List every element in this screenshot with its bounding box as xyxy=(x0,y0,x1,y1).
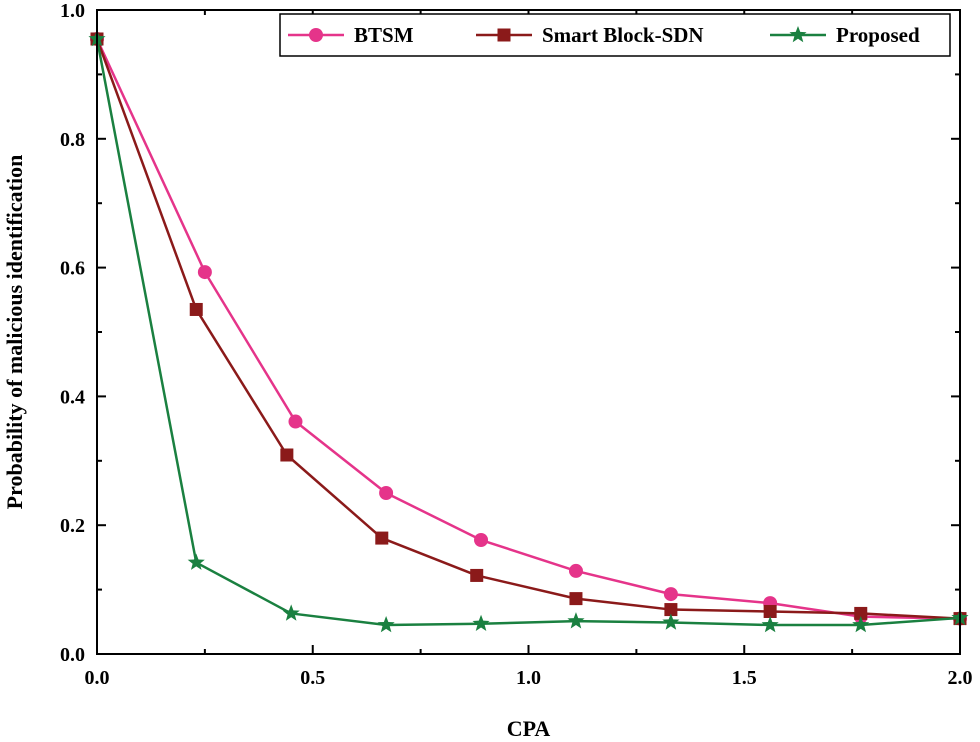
series-line-circle xyxy=(95,38,961,620)
x-tick-label: 1.5 xyxy=(732,667,757,689)
legend-marker-circle xyxy=(309,28,323,42)
y-tick-label: 0.4 xyxy=(60,386,85,408)
data-point-square xyxy=(470,568,484,582)
legend: BTSM Smart Block-SDN Proposed xyxy=(279,13,951,57)
y-tick-label: 0.8 xyxy=(60,129,85,151)
data-point-circle xyxy=(663,587,678,602)
y-tick-label: 0.2 xyxy=(60,515,85,537)
data-point-star xyxy=(852,616,870,633)
y-axis-title: Probability of malicious identification xyxy=(2,155,27,510)
x-tick-label: 2.0 xyxy=(948,667,973,689)
data-point-circle xyxy=(474,533,489,548)
legend-label-square: Smart Block-SDN xyxy=(542,23,704,47)
x-axis-title: CPA xyxy=(507,716,551,741)
data-point-square xyxy=(569,592,583,606)
y-tick-label: 0.0 xyxy=(60,644,85,666)
legend-marker-square xyxy=(497,28,511,42)
x-tick-label: 0.0 xyxy=(85,667,110,689)
legend-box xyxy=(279,13,951,57)
series-line-square xyxy=(95,38,961,620)
legend-label-star: Proposed xyxy=(836,23,920,47)
data-point-square xyxy=(854,606,868,620)
data-point-square xyxy=(375,531,389,545)
data-point-circle xyxy=(197,265,212,280)
legend-marker-star xyxy=(789,26,807,43)
y-tick-label: 0.6 xyxy=(60,258,85,280)
data-point-star xyxy=(282,604,300,621)
data-point-star xyxy=(761,616,779,633)
data-point-square xyxy=(280,448,294,462)
data-point-square xyxy=(664,603,678,617)
x-tick-label: 1.0 xyxy=(516,667,541,689)
data-point-star xyxy=(662,613,680,630)
series-line-star xyxy=(95,38,961,627)
data-point-star xyxy=(377,616,395,633)
data-point-star xyxy=(187,553,205,570)
plot-frame xyxy=(96,9,961,655)
y-tick-label: 1.0 xyxy=(60,0,85,22)
data-point-circle xyxy=(379,486,394,500)
data-point-star xyxy=(567,612,585,629)
data-point-square xyxy=(763,604,777,618)
data-point-circle xyxy=(288,414,303,429)
legend-label-circle: BTSM xyxy=(354,23,414,47)
data-point-star xyxy=(472,614,490,632)
data-point-square xyxy=(189,302,203,316)
data-point-circle xyxy=(568,563,583,578)
series-layer xyxy=(88,29,969,633)
x-tick-label: 0.5 xyxy=(300,667,325,689)
